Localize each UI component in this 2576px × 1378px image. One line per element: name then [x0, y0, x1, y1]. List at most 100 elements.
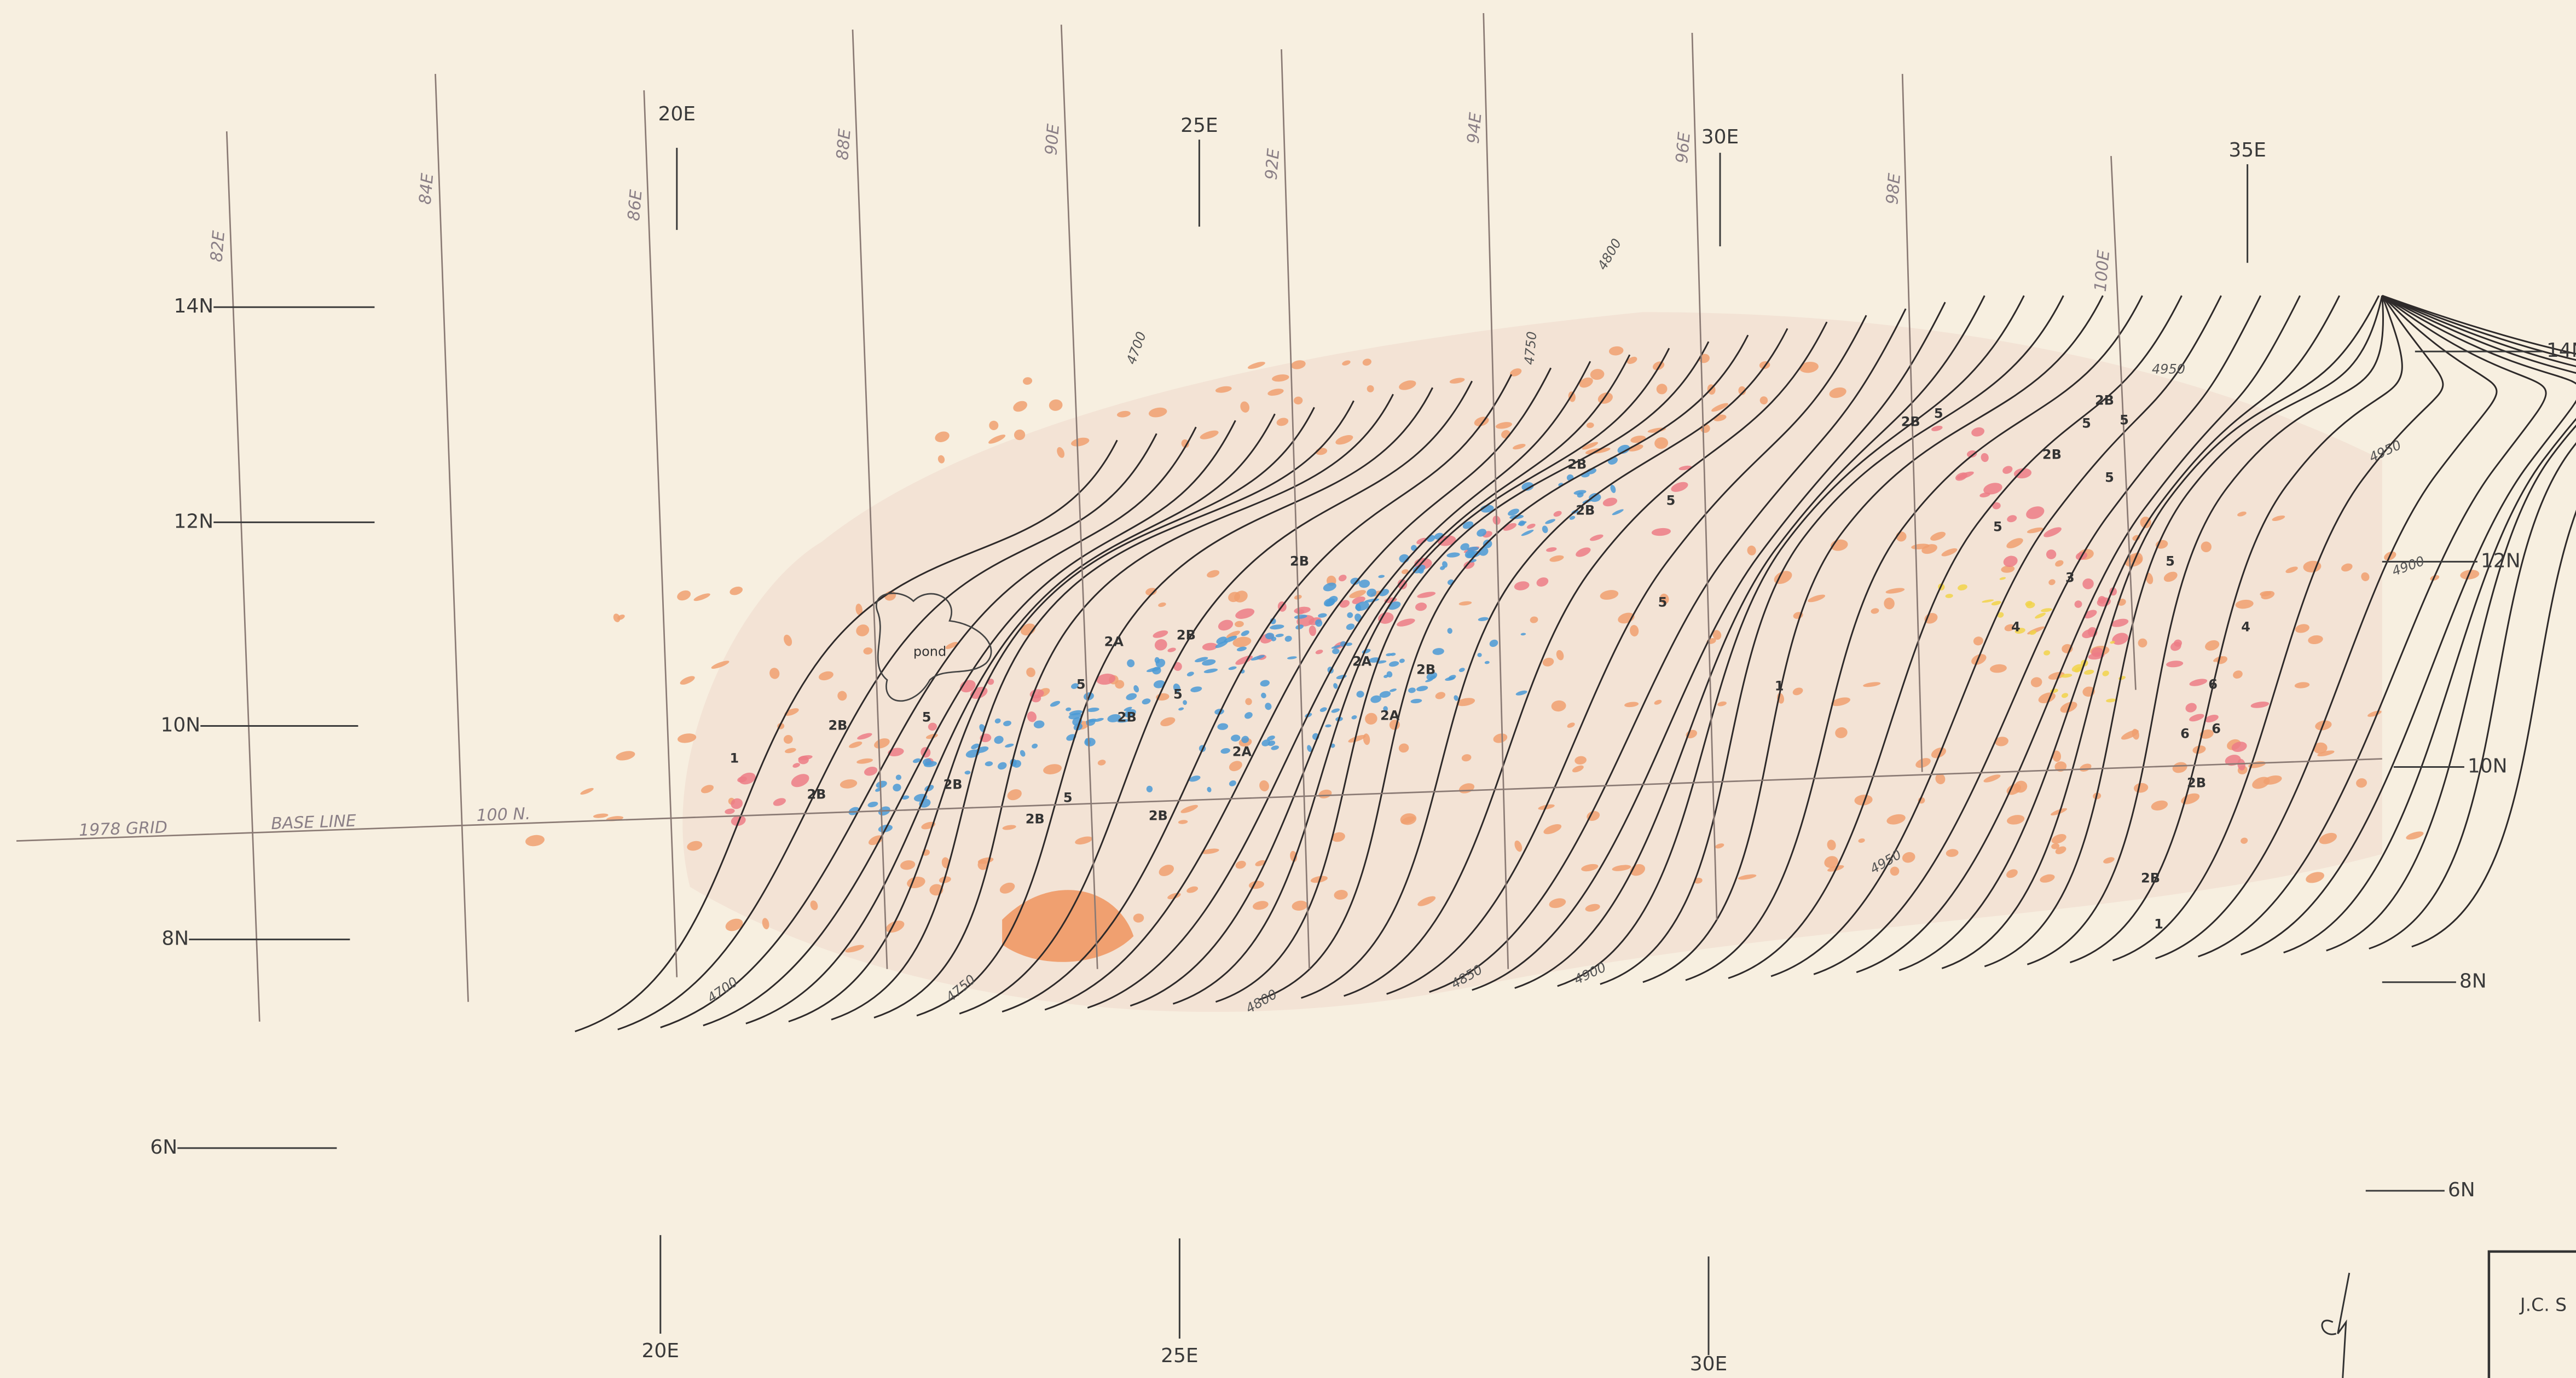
unit-patch	[1401, 816, 1415, 824]
unit-patch	[2027, 527, 2044, 534]
contour-line	[1172, 348, 1670, 1005]
unit-patch	[1941, 548, 1958, 557]
unit-patch	[1930, 531, 1946, 541]
old-grid-line	[1901, 74, 1923, 772]
old-grid-line	[1281, 49, 1310, 969]
unit-patch	[1521, 482, 1534, 491]
unit-patch	[1477, 529, 1487, 537]
unit-patch	[792, 763, 800, 768]
geology-units	[525, 346, 2480, 962]
unit-patch	[1252, 901, 1269, 910]
unit-patch	[1515, 690, 1527, 696]
old-grid-label: 100E	[2091, 250, 2114, 293]
unit-patch	[1173, 662, 1182, 671]
unit-patch	[1602, 497, 1618, 507]
unit-patch	[1827, 839, 1836, 850]
unit-patch	[1345, 642, 1352, 646]
unit-patch	[876, 780, 887, 788]
unit-patch	[784, 708, 799, 716]
unit-patch	[874, 738, 890, 749]
unit-patch	[2163, 571, 2178, 582]
contour-line	[660, 426, 1197, 1028]
unit-patch	[1530, 616, 1538, 623]
unit-patch	[1626, 356, 1637, 364]
unit-label: 5	[1063, 790, 1073, 806]
unit-patch	[2051, 843, 2060, 849]
unit-label: 6	[2208, 676, 2218, 692]
unit-patch	[1383, 674, 1388, 678]
unit-patch	[1983, 774, 2001, 783]
unit-label: 5	[922, 710, 931, 725]
unit-patch	[2111, 618, 2129, 627]
unit-patch	[1023, 377, 1033, 385]
contour-line	[1856, 295, 2301, 974]
unit-patch	[1483, 540, 1492, 548]
unit-patch	[1979, 492, 1990, 497]
unit-patch	[1426, 672, 1438, 680]
unit-patch	[1549, 555, 1564, 562]
unit-patch	[2004, 624, 2015, 632]
contour-line	[703, 420, 1236, 1027]
unit-patch	[1551, 700, 1566, 712]
base-line	[16, 758, 2382, 842]
base-line-label: BASE LINE	[271, 812, 357, 833]
easting-label: 30E	[1690, 1353, 1728, 1375]
unit-patch	[1416, 537, 1427, 545]
old-grid-label: 82E	[207, 230, 229, 263]
unit-patch	[1835, 727, 1848, 738]
unit-label: 5	[2082, 415, 2091, 431]
unit-label: 2B	[2187, 775, 2206, 791]
unit-label: 2B	[943, 777, 963, 792]
unit-patch	[1612, 865, 1631, 871]
old-grid-label: 98E	[1883, 172, 1904, 205]
northing-label: 6N	[150, 1136, 177, 1159]
unit-patch	[2166, 661, 2184, 668]
unit-patch	[1291, 360, 1306, 369]
easting-label: 30E	[1701, 126, 1739, 148]
grid: 82E 84E 86E 88E 90E 92E 94E 96E 98E 100E 1978 GRID…	[16, 13, 2576, 1375]
unit-patch	[2048, 579, 2056, 586]
unit-patch	[1124, 707, 1132, 711]
unit-patch	[2013, 468, 2032, 479]
contour-line	[1002, 374, 1513, 1013]
unit-label: 5	[1934, 406, 1943, 421]
unit-patch	[2185, 703, 2197, 713]
unit-patch	[1339, 600, 1350, 608]
unit-patch	[1333, 683, 1338, 689]
unit-patch	[2052, 750, 2062, 762]
unit-patch	[2172, 762, 2187, 773]
unit-patch	[2082, 578, 2094, 589]
unit-patch	[2002, 466, 2013, 474]
unit-patch	[819, 671, 833, 681]
unit-patch	[1203, 668, 1218, 673]
unit-patch	[1200, 430, 1219, 439]
unit-patch	[1332, 832, 1345, 842]
unit-patch	[1229, 761, 1242, 772]
unit-patch	[2189, 714, 2204, 722]
unit-patch	[1921, 544, 1937, 554]
unit-patch	[2015, 628, 2025, 634]
contour-line	[2369, 294, 2576, 949]
unit-patch	[937, 455, 945, 464]
unit-patch	[2030, 677, 2042, 687]
unit-patch	[2054, 761, 2067, 772]
unit-patch	[1071, 437, 1090, 447]
unit-patch	[1610, 484, 1616, 493]
unit-label: 2B	[2042, 447, 2062, 462]
contour-line	[1258, 334, 1749, 1001]
unit-patch	[2102, 670, 2109, 676]
unit-patch	[924, 761, 937, 767]
unit-patch	[837, 691, 847, 701]
old-grid-label: 94E	[1464, 112, 1486, 144]
unit-patch	[1201, 848, 1219, 854]
unit-patch	[928, 722, 937, 731]
unit-patch	[1347, 612, 1353, 618]
unit-patch	[1228, 666, 1237, 670]
unit-patch	[1417, 592, 1436, 598]
unit-patch	[1399, 658, 1405, 663]
unit-patch	[1215, 641, 1228, 649]
unit-patch	[1154, 639, 1167, 651]
unit-patch	[1117, 719, 1130, 723]
contour-line	[1898, 295, 2341, 971]
contour-line	[1301, 328, 1788, 999]
